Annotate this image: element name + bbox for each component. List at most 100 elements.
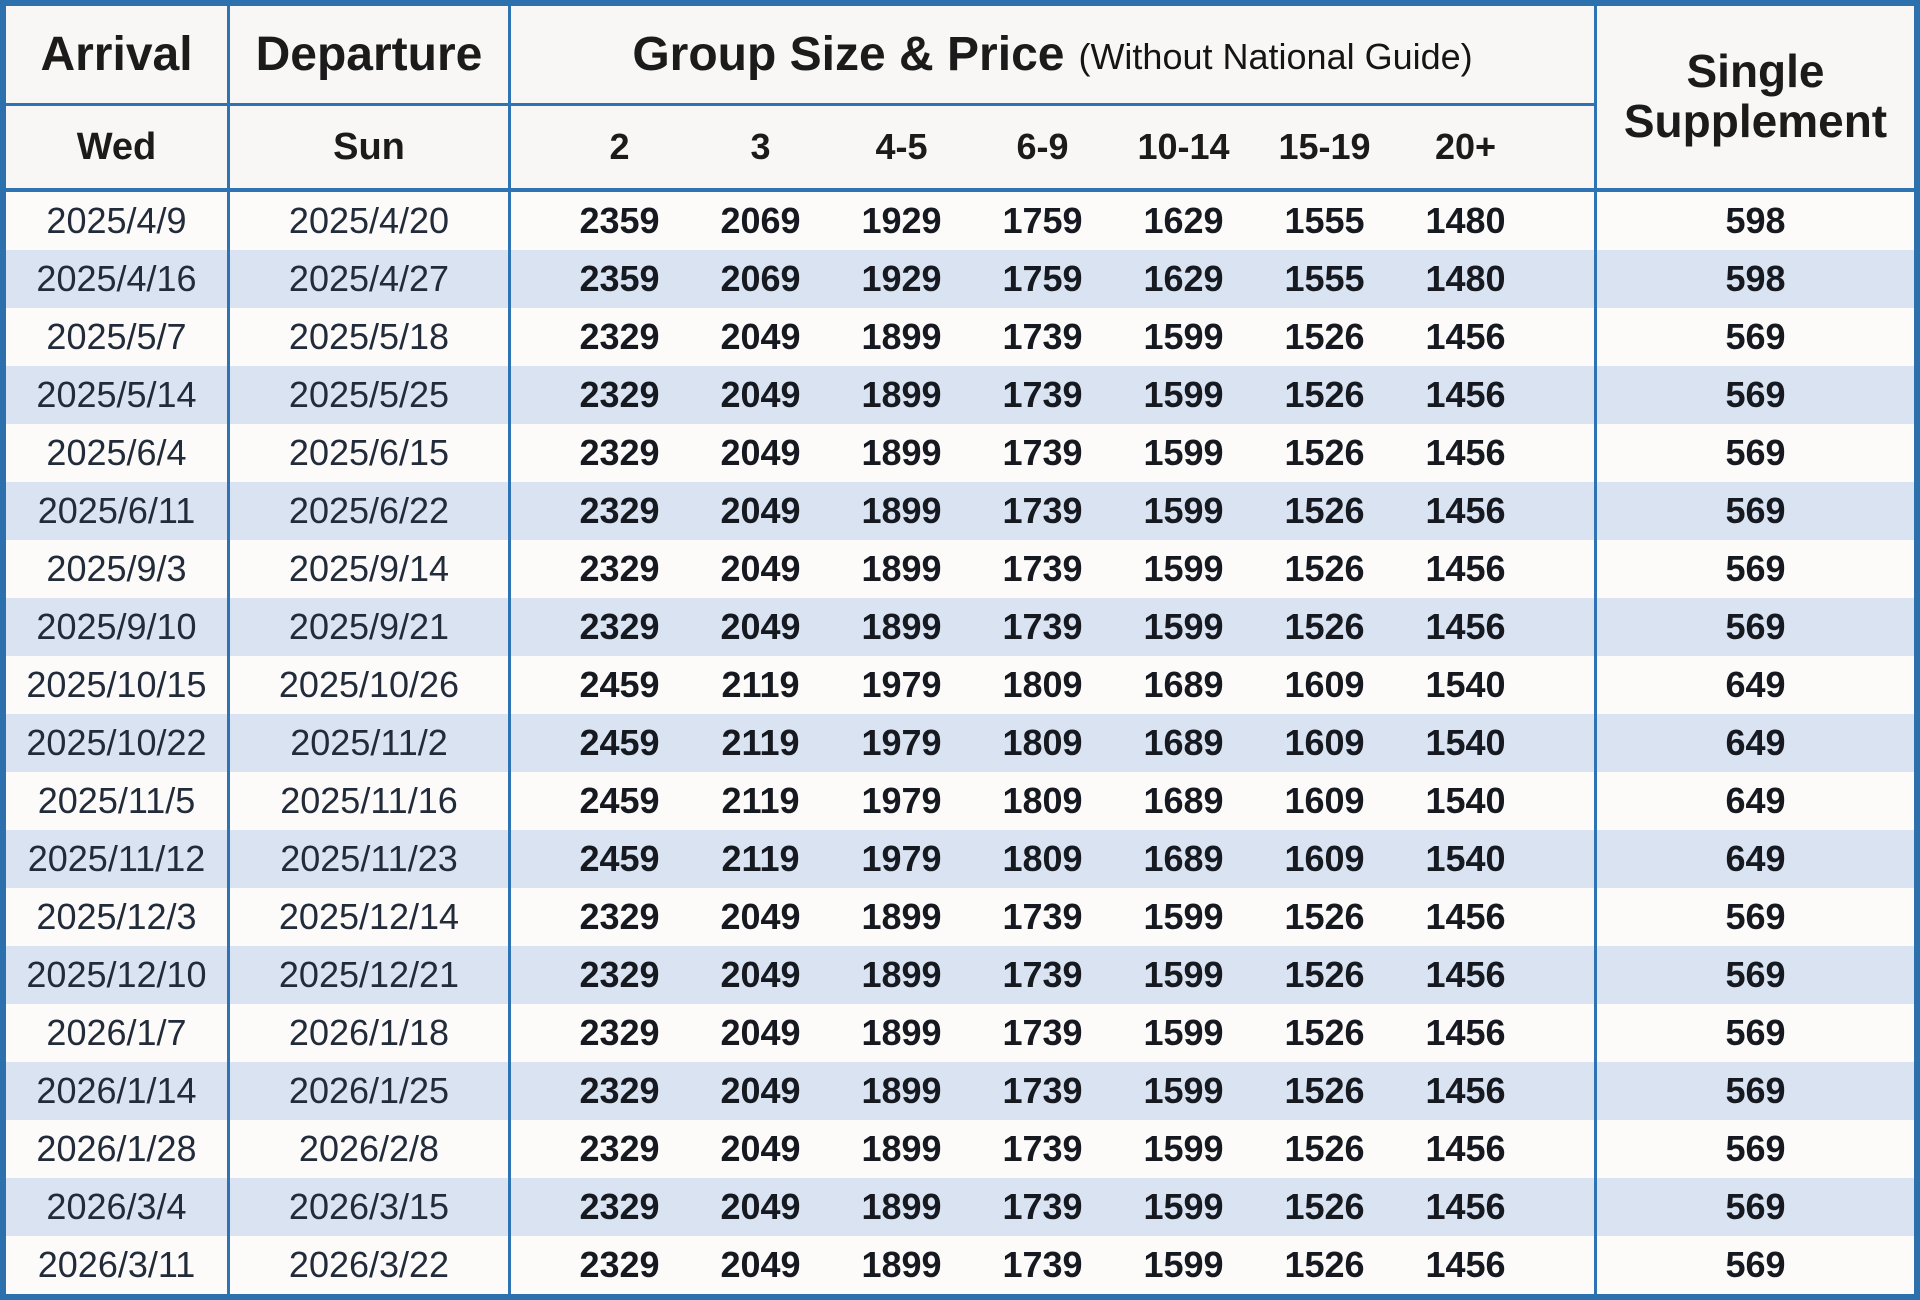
departure-date: 2025/9/14 <box>230 540 511 598</box>
arrival-date: 2025/10/22 <box>6 714 230 772</box>
price-value: 1809 <box>1002 664 1083 705</box>
price-value: 1599 <box>1143 1244 1224 1285</box>
column-header-arrival: Arrival <box>6 6 230 106</box>
price-value: 1899 <box>861 548 942 589</box>
price-value: 2459 <box>579 780 660 821</box>
price-value: 1526 <box>1284 1070 1365 1111</box>
group-size-col-15-19: 15-19 <box>1278 126 1371 167</box>
arrival-date: 2025/12/10 <box>6 946 230 1004</box>
arrival-date: 2025/10/15 <box>6 656 230 714</box>
price-value: 1599 <box>1143 490 1224 531</box>
price-value: 1609 <box>1284 722 1365 763</box>
table-row: 2025/9/10 2025/9/21 2329 2049 1899 1739 1599… <box>6 598 1914 656</box>
departure-date: 2025/11/16 <box>230 772 511 830</box>
price-group: 2329 2049 1899 1739 1599 1526 1456 <box>511 1062 1597 1120</box>
single-supplement-value: 569 <box>1725 896 1786 937</box>
departure-date: 2025/10/26 <box>230 656 511 714</box>
arrival-date: 2026/1/7 <box>6 1004 230 1062</box>
departure-date: 2025/4/27 <box>230 250 511 308</box>
arrival-date: 2025/4/16 <box>6 250 230 308</box>
single-supplement-cell: 569 <box>1597 1178 1914 1236</box>
price-value: 2119 <box>721 780 800 821</box>
price-value: 2329 <box>579 548 660 589</box>
table-row: 2025/10/15 2025/10/26 2459 2119 1979 1809 16… <box>6 656 1914 714</box>
table-header: Arrival Departure Group Size & Price (Wi… <box>6 6 1914 192</box>
price-value: 2049 <box>720 1244 801 1285</box>
group-size-col-4-5: 4-5 <box>875 126 928 167</box>
single-supplement-cell: 569 <box>1597 946 1914 1004</box>
price-group: 2459 2119 1979 1809 1689 1609 1540 <box>511 714 1597 772</box>
table-row: 2025/12/3 2025/12/14 2329 2049 1899 1739 159… <box>6 888 1914 946</box>
price-value: 1739 <box>1002 432 1083 473</box>
departure-date: 2026/1/25 <box>230 1062 511 1120</box>
single-supplement-value: 569 <box>1725 1128 1786 1169</box>
price-value: 1689 <box>1143 780 1224 821</box>
departure-date: 2025/6/22 <box>230 482 511 540</box>
price-value: 1629 <box>1143 258 1224 299</box>
price-value: 1456 <box>1425 954 1506 995</box>
single-supplement-cell: 569 <box>1597 1120 1914 1178</box>
single-supplement-cell: 569 <box>1597 1004 1914 1062</box>
table-row: 2026/1/14 2026/1/25 2329 2049 1899 1739 1599… <box>6 1062 1914 1120</box>
price-value: 1526 <box>1284 374 1365 415</box>
price-value: 2459 <box>579 838 660 879</box>
price-value: 2329 <box>579 1070 660 1111</box>
price-value: 1979 <box>861 838 942 879</box>
price-group: 2329 2049 1899 1739 1599 1526 1456 <box>511 888 1597 946</box>
price-value: 1599 <box>1143 606 1224 647</box>
table-row: 2025/5/7 2025/5/18 2329 2049 1899 1739 1599 1… <box>6 308 1914 366</box>
price-value: 1599 <box>1143 1128 1224 1169</box>
price-value: 1739 <box>1002 896 1083 937</box>
single-supplement-cell: 569 <box>1597 366 1914 424</box>
price-group: 2329 2049 1899 1739 1599 1526 1456 <box>511 1236 1597 1294</box>
price-value: 2049 <box>720 1070 801 1111</box>
table-row: 2025/6/4 2025/6/15 2329 2049 1899 1739 1599 1… <box>6 424 1914 482</box>
price-value: 1456 <box>1425 1186 1506 1227</box>
price-value: 1899 <box>861 606 942 647</box>
price-value: 1456 <box>1425 490 1506 531</box>
price-group: 2329 2049 1899 1739 1599 1526 1456 <box>511 1178 1597 1236</box>
price-value: 1739 <box>1002 1128 1083 1169</box>
price-value: 1599 <box>1143 1012 1224 1053</box>
price-value: 2359 <box>579 258 660 299</box>
departure-date: 2025/11/23 <box>230 830 511 888</box>
price-value: 1739 <box>1002 1244 1083 1285</box>
price-value: 1456 <box>1425 374 1506 415</box>
price-value: 2049 <box>720 954 801 995</box>
price-value: 2459 <box>579 722 660 763</box>
price-value: 1899 <box>861 1128 942 1169</box>
price-value: 1809 <box>1002 722 1083 763</box>
price-value: 1739 <box>1002 490 1083 531</box>
single-supplement-value: 649 <box>1725 780 1786 821</box>
price-group: 2359 2069 1929 1759 1629 1555 1480 <box>511 192 1597 250</box>
arrival-date: 2026/3/4 <box>6 1178 230 1236</box>
price-value: 1555 <box>1284 200 1365 241</box>
price-value: 1456 <box>1425 432 1506 473</box>
price-group: 2329 2049 1899 1739 1599 1526 1456 <box>511 424 1597 482</box>
price-value: 1979 <box>861 722 942 763</box>
departure-date: 2026/2/8 <box>230 1120 511 1178</box>
price-group: 2329 2049 1899 1739 1599 1526 1456 <box>511 366 1597 424</box>
single-supplement-value: 569 <box>1725 374 1786 415</box>
price-value: 2049 <box>720 374 801 415</box>
group-size-col-2: 2 <box>609 126 630 167</box>
single-supplement-value: 569 <box>1725 1244 1786 1285</box>
price-value: 1540 <box>1425 722 1506 763</box>
price-value: 1899 <box>861 316 942 357</box>
price-group: 2359 2069 1929 1759 1629 1555 1480 <box>511 250 1597 308</box>
arrival-date: 2025/6/11 <box>6 482 230 540</box>
price-value: 2329 <box>579 490 660 531</box>
single-supplement-value: 649 <box>1725 722 1786 763</box>
price-value: 1739 <box>1002 954 1083 995</box>
arrival-date: 2026/1/14 <box>6 1062 230 1120</box>
single-supplement-value: 569 <box>1725 548 1786 589</box>
price-value: 1540 <box>1425 664 1506 705</box>
price-group: 2329 2049 1899 1739 1599 1526 1456 <box>511 1004 1597 1062</box>
table-body: 2025/4/9 2025/4/20 2359 2069 1929 1759 1629 1… <box>6 192 1914 1294</box>
arrival-date: 2025/6/4 <box>6 424 230 482</box>
arrival-date: 2025/5/14 <box>6 366 230 424</box>
price-value: 2049 <box>720 432 801 473</box>
departure-label: Departure <box>255 28 483 81</box>
price-value: 1456 <box>1425 606 1506 647</box>
